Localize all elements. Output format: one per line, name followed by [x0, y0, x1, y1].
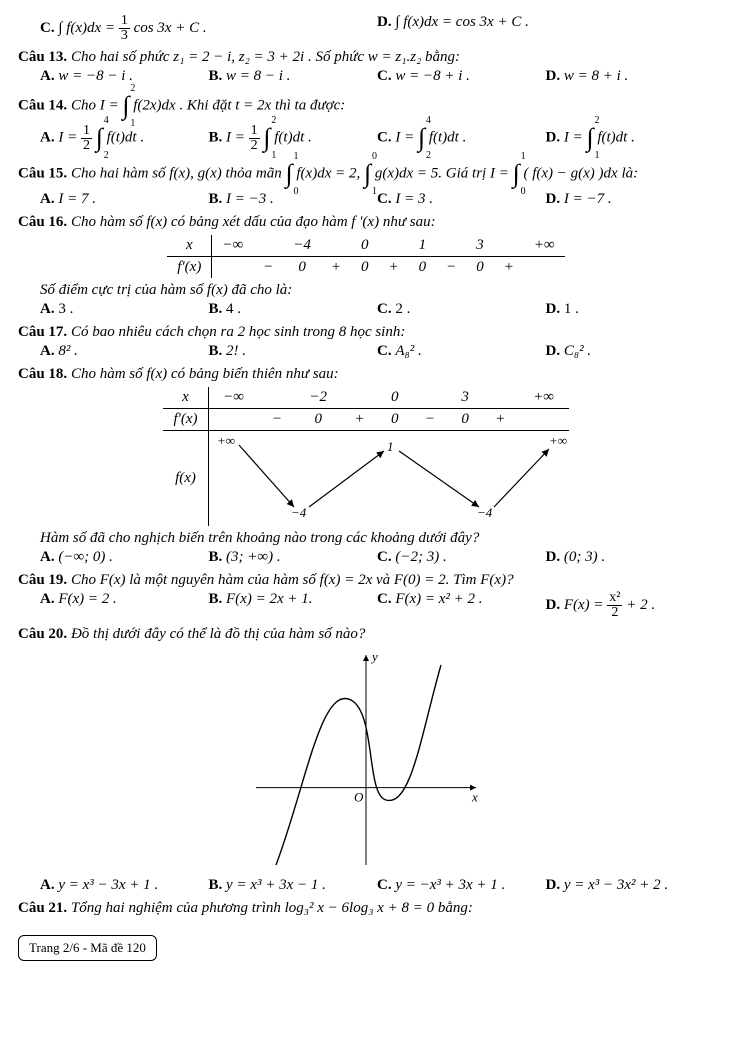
svg-text:−4: −4 [291, 505, 307, 520]
table-row: f′(x) − 0 + 0 + 0 − 0 + [167, 257, 565, 279]
table-row: f′(x) − 0 + 0 − 0 + [163, 409, 568, 431]
table-row: f(x) +∞ +∞ 1 −4 −4 [163, 431, 568, 527]
svg-text:y: y [370, 649, 378, 664]
q14-stem: Câu 14. Cho I = ∫ 2 1 f(2x)dx . Khi đặt … [18, 91, 714, 121]
q17-stem: Câu 17. Có bao nhiêu cách chọn ra 2 học … [18, 324, 714, 341]
q18-stem: Câu 18. Cho hàm số f(x) có bảng biến thi… [18, 366, 714, 383]
q20-stem: Câu 20. Đồ thị dưới đây có thể là đồ thị… [18, 626, 714, 643]
q20-options: A. y = x³ − 3x + 1 . B. y = x³ + 3x − 1 … [40, 877, 714, 894]
svg-text:1: 1 [387, 439, 394, 454]
question-text: Cho hai số phức z₁ = 2 − i, z₂ = 3 + 2i … [71, 49, 460, 65]
q18-options: A. (−∞; 0) . B. (3; +∞) . C. (−2; 3) . D… [40, 549, 714, 566]
q19-options: A. F(x) = 2 . B. F(x) = 2x + 1. C. F(x) … [40, 591, 714, 620]
q12-options: C. ∫ f(x)dx = 1 3 cos 3x + C . D. ∫ f(x)… [40, 14, 714, 43]
page-footer: Trang 2/6 - Mã đề 120 [18, 935, 157, 961]
svg-text:O: O [354, 790, 364, 805]
svg-text:−4: −4 [477, 505, 493, 520]
q15-options: A. I = 7 . B. I = −3 . C. I = 3 . D. I =… [40, 191, 714, 208]
q12-option-d: D. ∫ f(x)dx = cos 3x + C . [377, 14, 714, 31]
q18-variation-table: x −∞ −2 0 3 +∞ f′(x) − 0 + 0 − 0 + f(x) [163, 387, 568, 526]
option-label: C. [40, 20, 55, 36]
option-label: D. [377, 14, 392, 30]
q16-stem: Câu 16. Cho hàm số f(x) có bảng xét dấu … [18, 214, 714, 231]
fraction: 1 3 [119, 14, 130, 43]
table-row: x −∞ −2 0 3 +∞ [163, 387, 568, 409]
q20-graph: x y O [246, 645, 486, 875]
svg-text:x: x [471, 790, 478, 805]
q15-stem: Câu 15. Cho hai hàm số f(x), g(x) thỏa m… [18, 159, 714, 189]
variation-arrows: +∞ +∞ 1 −4 −4 [209, 431, 569, 521]
q16-options: A. 3 . B. 4 . C. 2 . D. 1 . [40, 301, 714, 318]
option-text: ∫ f(x)dx = [58, 20, 115, 36]
q13-stem: Câu 13. Cho hai số phức z₁ = 2 − i, z₂ =… [18, 49, 714, 66]
q16-sign-table: x −∞ −4 0 1 3 +∞ f′(x) − 0 + 0 + 0 − 0 + [167, 235, 565, 278]
integral-sign: ∫ 2 1 [122, 91, 129, 121]
q18-mid: Hàm số đã cho nghịch biến trên khoảng nà… [40, 530, 714, 547]
svg-text:+∞: +∞ [217, 433, 235, 448]
q19-stem: Câu 19. Cho F(x) là một nguyên hàm của h… [18, 572, 714, 589]
svg-text:+∞: +∞ [549, 433, 567, 448]
question-label: Câu 13. [18, 49, 67, 65]
option-text: ∫ f(x)dx = cos 3x + C . [395, 14, 528, 30]
option-tail: cos 3x + C . [134, 20, 207, 36]
q12-option-c: C. ∫ f(x)dx = 1 3 cos 3x + C . [40, 14, 377, 43]
table-row: x −∞ −4 0 1 3 +∞ [167, 235, 565, 257]
q16-mid: Số điểm cực trị của hàm số f(x) đã cho l… [40, 282, 714, 299]
q14-options: A. I = 12 ∫42 f(t)dt . B. I = 12 ∫21 f(t… [40, 123, 714, 153]
q13-options: A. w = −8 − i . B. w = 8 − i . C. w = −8… [40, 68, 714, 85]
q21-stem: Câu 21. Tổng hai nghiệm của phương trình… [18, 900, 714, 917]
q17-options: A. 8² . B. 2! . C. A₈² . D. C₈² . [40, 343, 714, 360]
